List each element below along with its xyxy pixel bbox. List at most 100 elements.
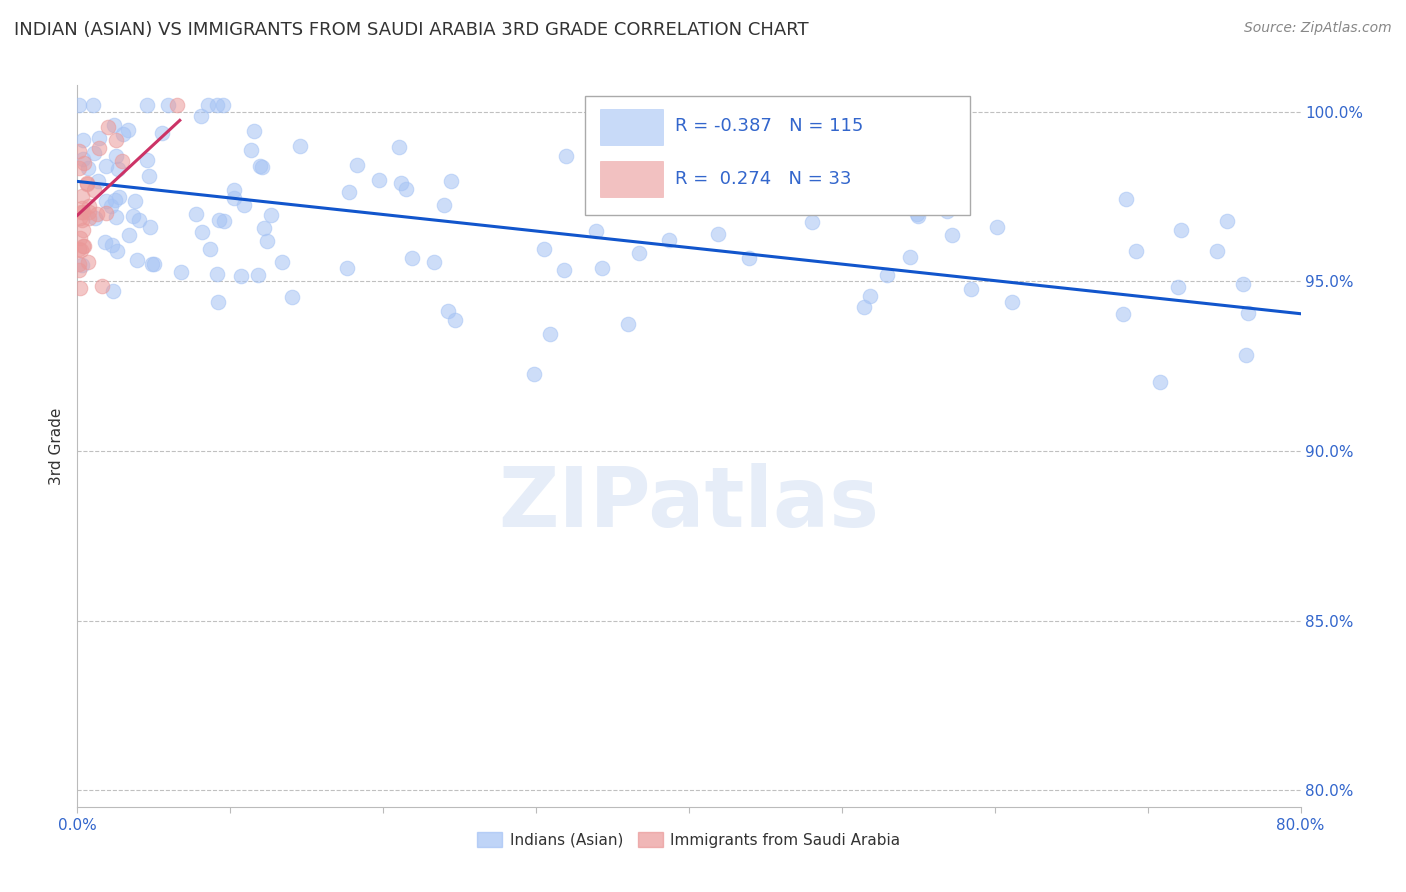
Point <box>84 211 107 225</box>
FancyBboxPatch shape <box>585 95 970 215</box>
Point <box>69 243 91 257</box>
Point <box>212 98 235 112</box>
Point <box>783 153 806 168</box>
Point <box>138 169 160 183</box>
Point <box>249 159 271 173</box>
Point <box>346 158 368 172</box>
Point <box>73 156 96 170</box>
Point <box>67 242 90 256</box>
Bar <box>599 109 664 145</box>
Point <box>1206 244 1229 258</box>
Point <box>1234 348 1257 362</box>
Point <box>440 174 463 188</box>
Point <box>197 98 219 112</box>
Point <box>72 259 94 273</box>
Point <box>738 251 761 265</box>
Point <box>72 205 94 219</box>
Point <box>1216 214 1239 228</box>
Point <box>252 161 274 175</box>
Point <box>212 214 235 228</box>
Point <box>135 153 157 167</box>
Point <box>105 244 128 258</box>
Point <box>76 178 98 192</box>
Point <box>222 183 245 197</box>
Point <box>96 194 118 208</box>
Point <box>243 124 266 138</box>
Point <box>288 138 311 153</box>
Point <box>104 133 127 147</box>
Point <box>94 159 117 173</box>
Point <box>233 198 256 212</box>
Point <box>117 123 139 137</box>
Point <box>72 223 94 237</box>
Text: ZIPatlas: ZIPatlas <box>499 463 879 544</box>
Point <box>876 268 898 282</box>
Point <box>281 290 304 304</box>
Point <box>82 98 104 112</box>
Point <box>591 260 613 275</box>
Point <box>111 154 134 169</box>
Point <box>124 194 146 208</box>
Point <box>336 261 359 276</box>
Point <box>121 209 143 223</box>
Point <box>89 141 111 155</box>
Point <box>67 263 90 277</box>
Point <box>1237 306 1260 320</box>
Point <box>70 205 93 219</box>
Point <box>533 242 555 256</box>
Point <box>207 295 229 310</box>
Point <box>96 206 118 220</box>
Point <box>522 367 544 381</box>
Point <box>941 227 963 242</box>
Point <box>437 303 460 318</box>
Point <box>1170 223 1192 237</box>
Point <box>128 213 150 227</box>
Point <box>100 199 122 213</box>
Point <box>208 212 231 227</box>
Point <box>253 221 276 235</box>
Point <box>77 211 100 226</box>
Point <box>191 225 214 239</box>
Point <box>94 235 117 249</box>
Point <box>1125 244 1147 259</box>
Point <box>91 278 114 293</box>
Point <box>70 213 93 227</box>
Point <box>801 215 824 229</box>
Point <box>1001 295 1024 310</box>
Point <box>190 109 212 123</box>
Point <box>617 317 640 331</box>
Point <box>389 176 412 190</box>
Point <box>139 219 162 234</box>
Point <box>239 143 262 157</box>
Point <box>97 120 120 134</box>
Point <box>433 198 456 212</box>
Point <box>627 246 650 260</box>
Point <box>107 162 129 177</box>
Point <box>67 257 90 271</box>
Point <box>72 189 94 203</box>
Point <box>69 281 91 295</box>
Point <box>101 238 124 252</box>
Point <box>1167 280 1189 294</box>
Point <box>103 118 125 132</box>
Point <box>67 144 90 158</box>
Point <box>205 267 228 281</box>
Point <box>1115 192 1137 206</box>
Point <box>260 208 283 222</box>
Y-axis label: 3rd Grade: 3rd Grade <box>49 408 65 484</box>
Point <box>101 284 124 298</box>
Point <box>118 227 141 242</box>
Point <box>538 327 561 342</box>
Point <box>87 174 110 188</box>
Point <box>166 98 188 112</box>
Point <box>72 132 94 146</box>
Point <box>69 231 91 245</box>
Point <box>77 205 100 219</box>
Point <box>898 250 921 264</box>
Point <box>422 255 444 269</box>
Bar <box>599 161 664 197</box>
Point <box>135 98 157 112</box>
Point <box>205 98 228 112</box>
Point <box>76 176 98 190</box>
Point <box>112 127 135 141</box>
